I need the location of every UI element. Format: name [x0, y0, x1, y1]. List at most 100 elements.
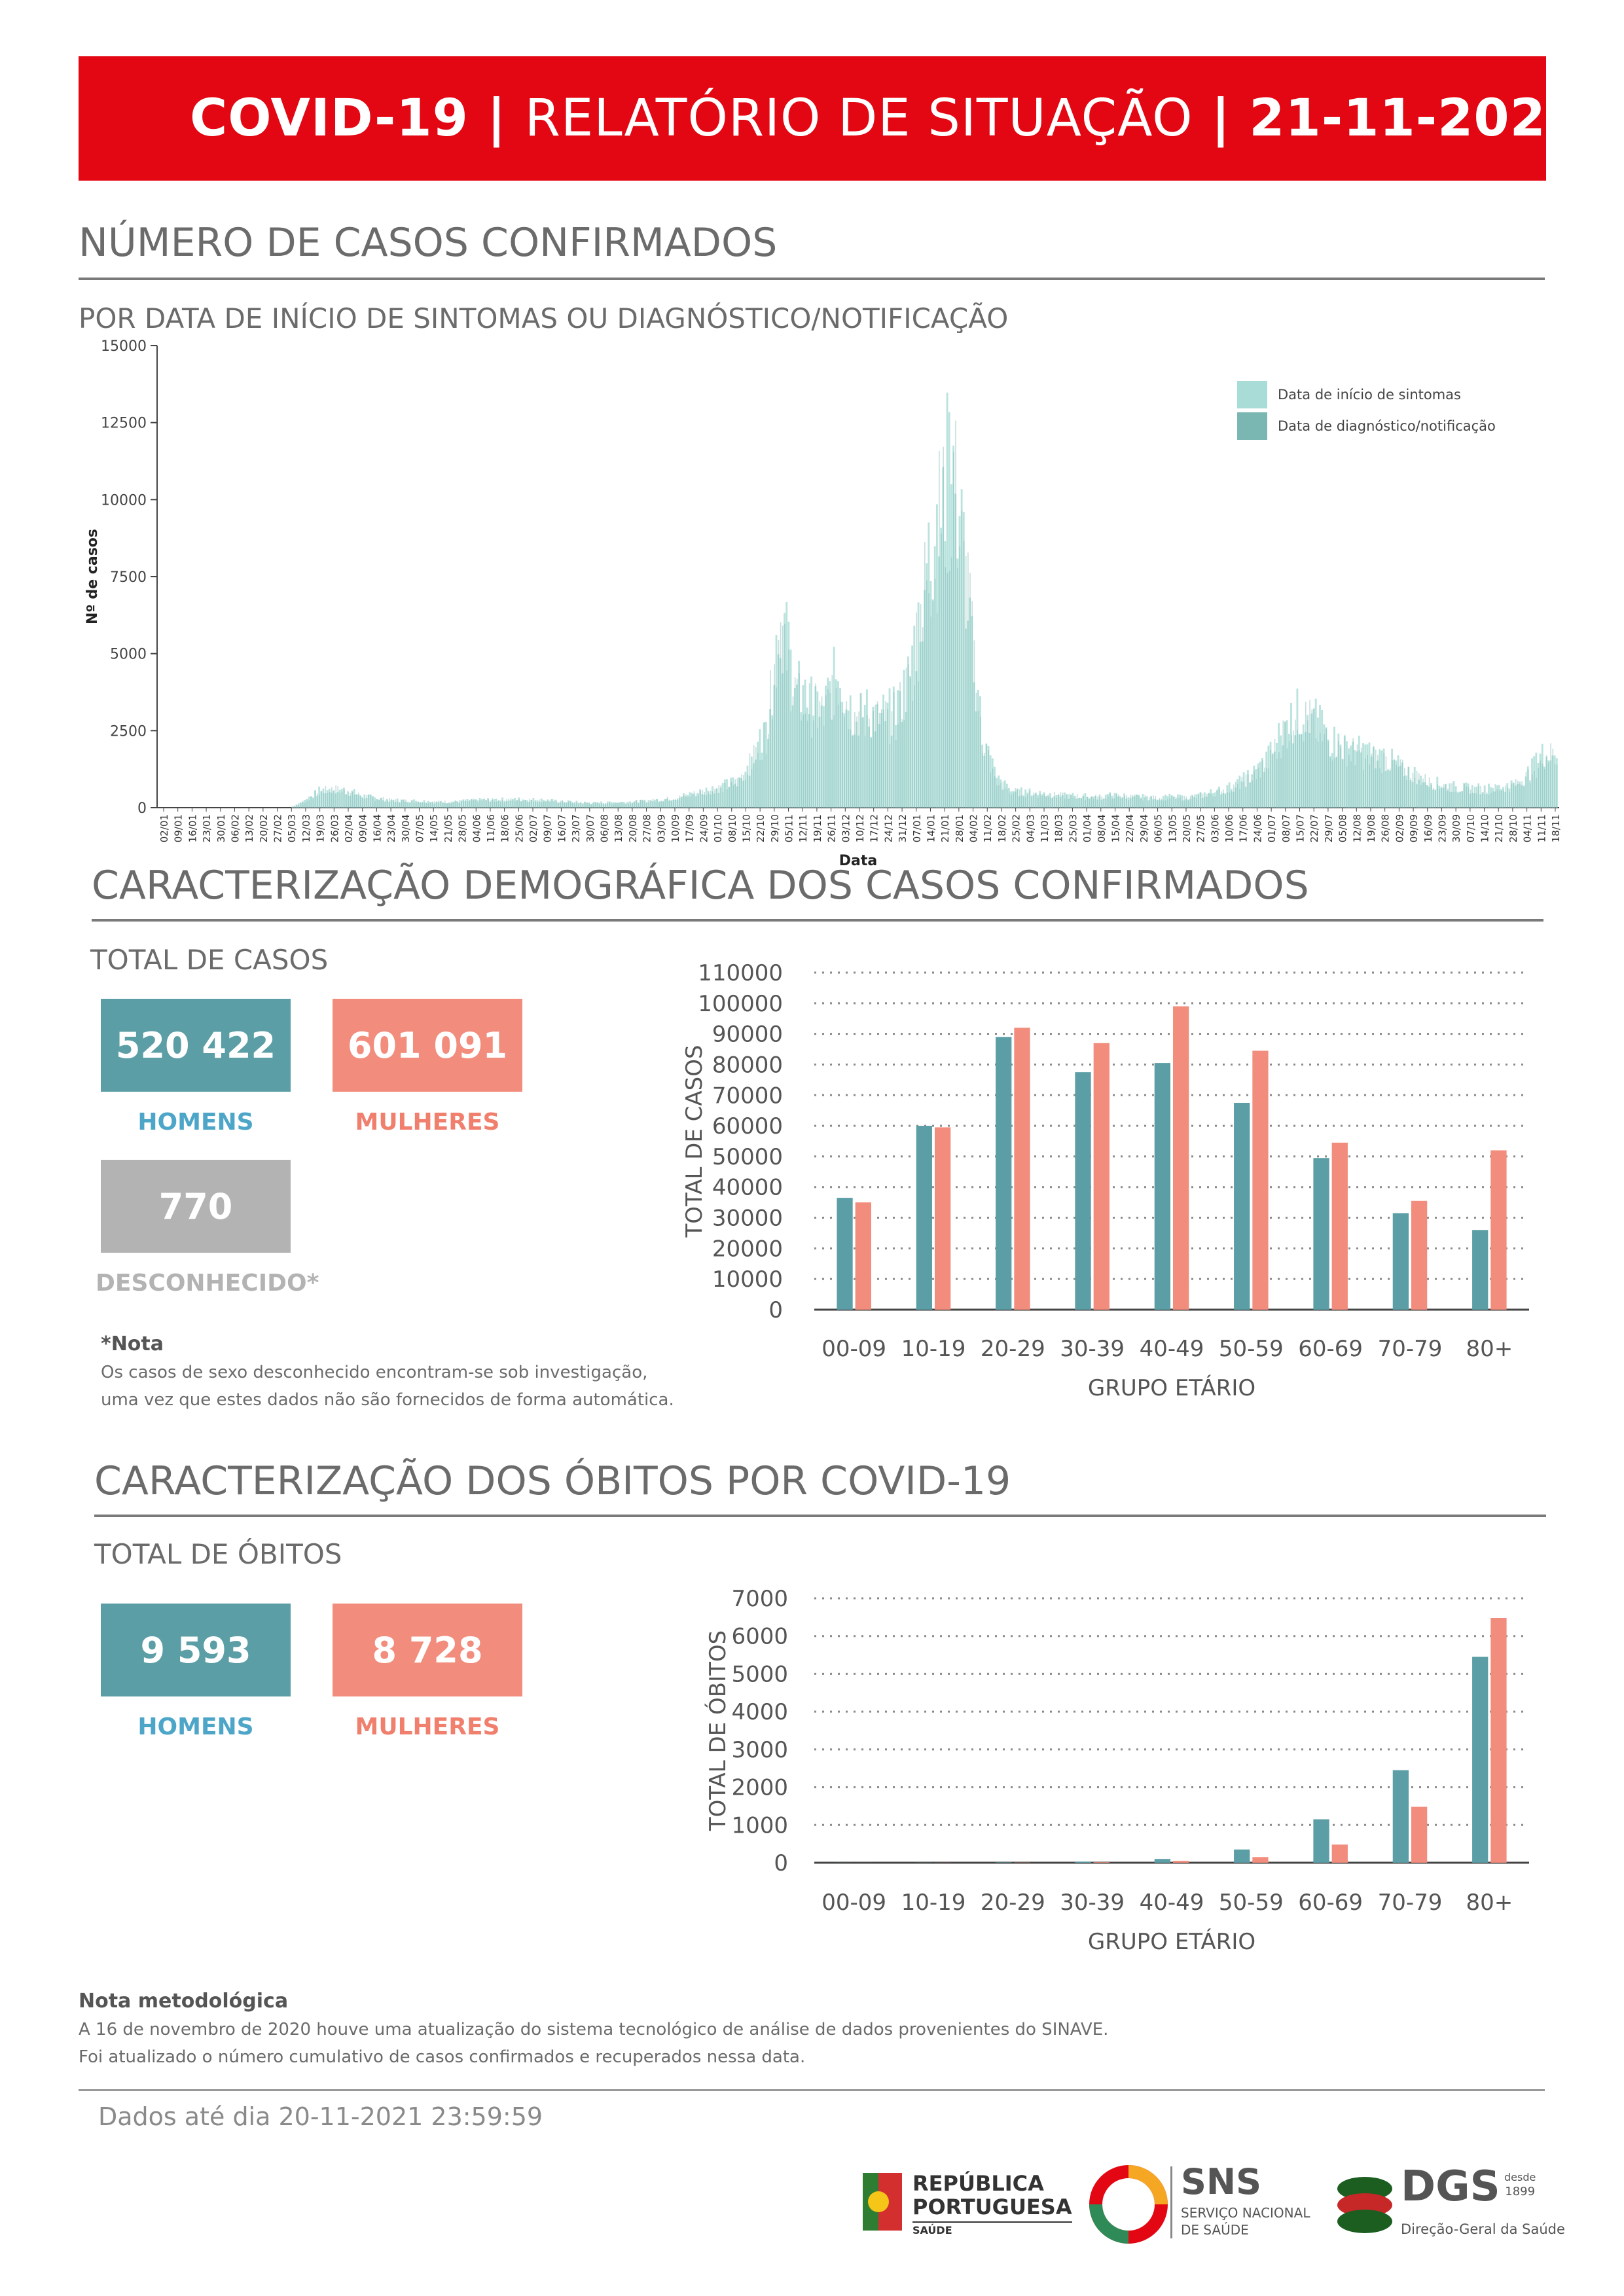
bar-50-59-mulheres: [1252, 1050, 1269, 1310]
timeline-bar-diagnosis: [1445, 784, 1447, 808]
timeline-bar-symptoms: [1302, 724, 1305, 808]
x-tick-label: 15/10: [740, 814, 752, 842]
timeline-bar-diagnosis: [1243, 781, 1245, 808]
timeline-bar-symptoms: [1177, 794, 1179, 808]
timeline-bar-symptoms: [439, 800, 442, 808]
timeline-bar-symptoms: [526, 800, 528, 808]
timeline-bar-symptoms: [1360, 752, 1362, 808]
timeline-bar-symptoms: [1463, 783, 1466, 808]
timeline-bar-diagnosis: [1146, 800, 1148, 808]
timeline-bar-symptoms: [376, 798, 378, 808]
timeline-bar-diagnosis: [700, 791, 701, 808]
timeline-bar-symptoms: [787, 621, 790, 808]
timeline-bar-diagnosis: [568, 801, 569, 808]
timeline-bar-diagnosis: [681, 797, 683, 808]
x-tick-label: 30/07: [585, 814, 596, 842]
timeline-bar-diagnosis: [1252, 780, 1253, 808]
timeline-bar-symptoms: [635, 799, 638, 808]
timeline-bar-diagnosis: [1208, 793, 1210, 808]
timeline-bar-symptoms: [818, 717, 821, 808]
timeline-bar-diagnosis: [961, 511, 963, 808]
category-label: 50-59: [1219, 1336, 1284, 1362]
timeline-bar-symptoms: [1399, 766, 1401, 808]
timeline-bar-diagnosis: [727, 789, 728, 808]
timeline-bar-diagnosis: [1381, 772, 1382, 808]
timeline-bar-diagnosis: [815, 683, 816, 808]
timeline-bar-symptoms: [1411, 781, 1414, 808]
timeline-bar-diagnosis: [569, 801, 571, 808]
timeline-bar-symptoms: [752, 763, 755, 808]
x-tick-label: 28/01: [954, 814, 965, 842]
timeline-bar-diagnosis: [1459, 792, 1461, 808]
timeline-bar-symptoms: [726, 779, 728, 808]
bar-60-69-mulheres: [1331, 1844, 1348, 1863]
timeline-bar-symptoms: [859, 693, 862, 808]
timeline-bar-diagnosis: [607, 801, 609, 808]
timeline-bar-diagnosis: [718, 785, 720, 808]
timeline-bar-symptoms: [1104, 795, 1107, 808]
timeline-bar-diagnosis: [436, 801, 438, 808]
timeline-bar-symptoms: [1214, 792, 1216, 808]
timeline-bar-diagnosis: [1416, 770, 1418, 808]
timeline-bar-symptoms: [637, 802, 640, 808]
timeline-bar-diagnosis: [1103, 798, 1105, 808]
x-axis-title: GRUPO ETÁRIO: [1088, 1374, 1255, 1401]
timeline-bar-diagnosis: [454, 800, 456, 808]
timeline-bar-diagnosis: [551, 799, 553, 808]
timeline-bar-diagnosis: [848, 729, 850, 808]
timeline-bar-diagnosis: [1371, 753, 1373, 808]
timeline-bar-diagnosis: [1324, 734, 1325, 808]
x-tick-label: 15/04: [1110, 814, 1121, 842]
timeline-bar-diagnosis: [910, 677, 911, 808]
timeline-bar-symptoms: [1098, 794, 1101, 808]
x-tick-label: 23/09: [1436, 814, 1448, 842]
y-axis-title: TOTAL DE CASOS: [681, 1045, 708, 1238]
timeline-bar-symptoms: [1064, 792, 1066, 808]
timeline-bar-symptoms: [1525, 776, 1527, 808]
timeline-bar-symptoms: [926, 563, 928, 808]
timeline-bar-symptoms: [524, 800, 526, 808]
timeline-bar-symptoms: [1193, 797, 1196, 808]
timeline-bar-symptoms: [299, 802, 302, 808]
x-tick-label: 27/08: [641, 814, 653, 842]
timeline-bar-diagnosis: [1266, 768, 1267, 808]
timeline-bar-diagnosis: [605, 803, 607, 808]
x-tick-label: 11/02: [982, 814, 994, 842]
timeline-bar-diagnosis: [1466, 786, 1467, 808]
timeline-bar-symptoms: [475, 799, 477, 808]
timeline-bar-symptoms: [712, 786, 713, 808]
timeline-bar-diagnosis: [1177, 798, 1179, 808]
timeline-bar-symptoms: [973, 682, 975, 808]
timeline-bar-diagnosis: [1204, 797, 1206, 808]
timeline-bar-diagnosis: [411, 799, 413, 808]
timeline-bar-diagnosis: [1138, 795, 1140, 808]
y-tick-label: 0: [137, 800, 147, 817]
timeline-bar-diagnosis: [1426, 785, 1428, 808]
x-tick-label: 17/12: [869, 814, 880, 842]
timeline-bar-symptoms: [917, 602, 920, 808]
timeline-bar-diagnosis: [1336, 756, 1337, 808]
timeline-bar-diagnosis: [623, 803, 625, 808]
timeline-bar-diagnosis: [483, 798, 485, 808]
timeline-bar-diagnosis: [1363, 770, 1364, 808]
timeline-bar-symptoms: [482, 798, 485, 808]
timeline-bar-diagnosis: [1398, 766, 1399, 808]
timeline-bar-diagnosis: [1311, 709, 1313, 808]
timeline-bar-symptoms: [594, 802, 596, 808]
timeline-bar-diagnosis: [430, 803, 431, 808]
timeline-bar-symptoms: [1292, 743, 1295, 808]
timeline-bar-symptoms: [1088, 798, 1091, 808]
timeline-bar-symptoms: [1428, 786, 1430, 808]
timeline-bar-diagnosis: [823, 725, 825, 808]
timeline-bar-symptoms: [909, 676, 911, 808]
timeline-bar-symptoms: [1316, 717, 1319, 808]
timeline-bar-diagnosis: [1229, 792, 1231, 808]
bar-40-49-mulheres: [1173, 1006, 1189, 1310]
timeline-bar-symptoms: [1041, 795, 1043, 808]
y-tick-label: 40000: [712, 1175, 783, 1201]
timeline-bar-symptoms: [773, 685, 776, 808]
x-tick-label: 23/07: [570, 814, 582, 842]
timeline-bar-symptoms: [1479, 794, 1482, 808]
timeline-bar-diagnosis: [1105, 798, 1107, 808]
x-tick-label: 17/09: [684, 814, 696, 842]
